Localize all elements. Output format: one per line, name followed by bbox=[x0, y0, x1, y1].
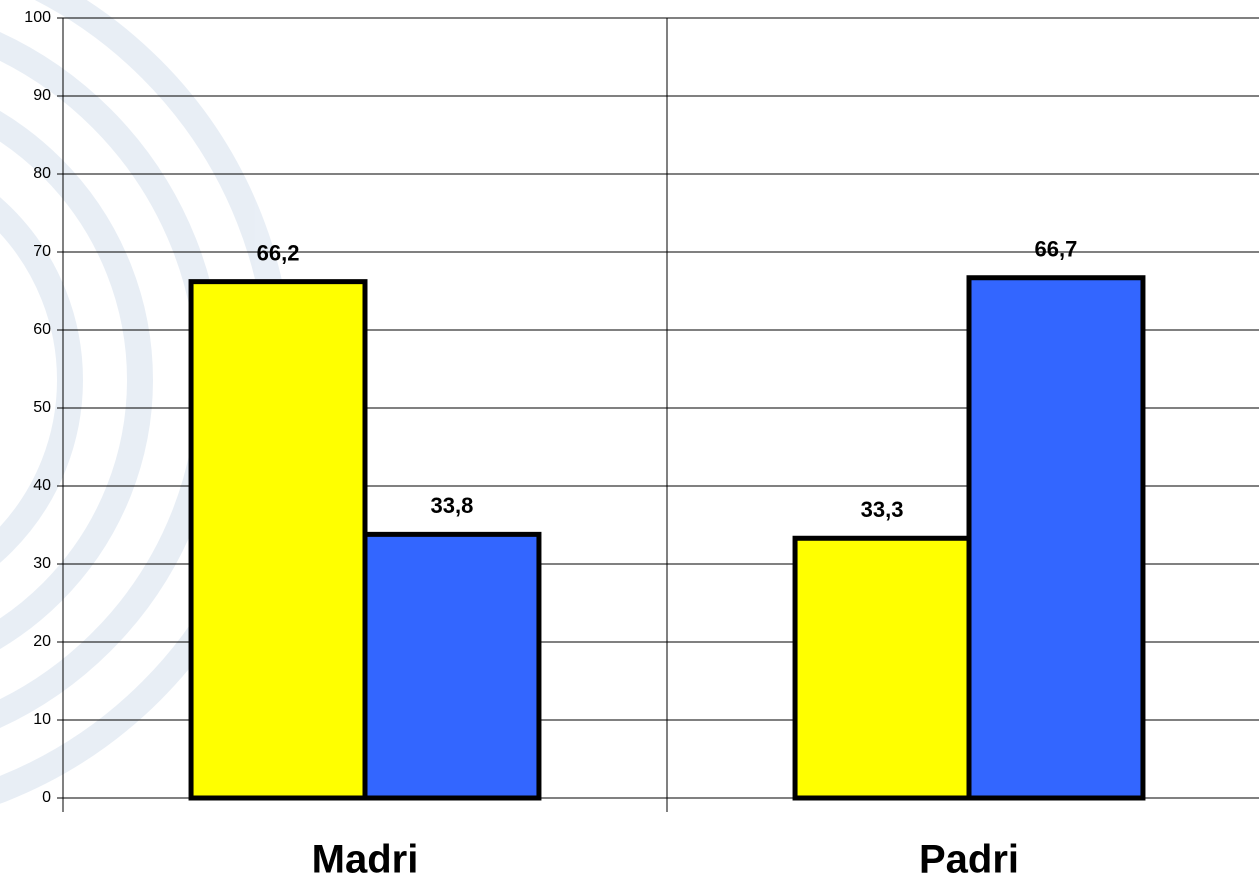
bar bbox=[792, 535, 972, 801]
x-tick-label: Padri bbox=[919, 838, 1019, 882]
y-tick-label: 10 bbox=[33, 711, 51, 728]
y-tick-label: 60 bbox=[33, 321, 51, 338]
y-tick-label: 0 bbox=[42, 789, 51, 806]
bar bbox=[966, 275, 1146, 801]
y-tick-label: 30 bbox=[33, 555, 51, 572]
y-tick-label: 50 bbox=[33, 399, 51, 416]
value-label: 66,2 bbox=[257, 240, 300, 265]
x-tick-label: Madri bbox=[312, 838, 419, 882]
y-tick-label: 100 bbox=[24, 9, 51, 26]
y-tick-label: 90 bbox=[33, 87, 51, 104]
value-label: 66,7 bbox=[1035, 237, 1078, 262]
bar bbox=[362, 531, 542, 801]
value-label: 33,8 bbox=[431, 493, 474, 518]
y-tick-label: 40 bbox=[33, 477, 51, 494]
bar bbox=[188, 279, 368, 801]
y-tick-label: 70 bbox=[33, 243, 51, 260]
y-tick-label: 20 bbox=[33, 633, 51, 650]
value-label: 33,3 bbox=[861, 497, 904, 522]
y-tick-label: 80 bbox=[33, 165, 51, 182]
